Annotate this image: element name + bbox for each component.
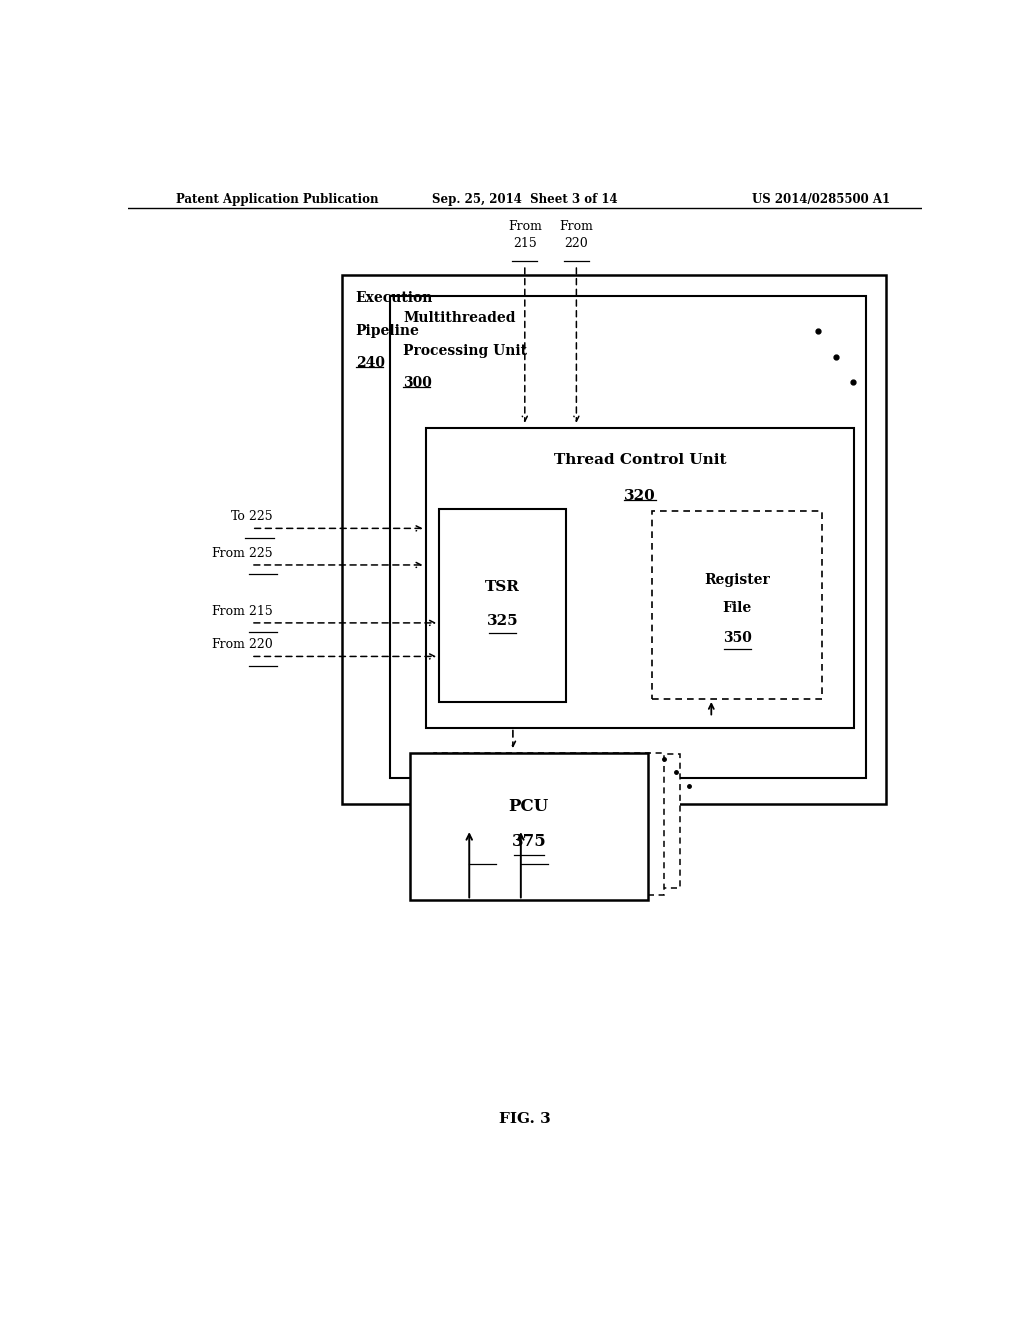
Text: Pipeline: Pipeline — [355, 325, 420, 338]
Bar — [652, 511, 822, 700]
Text: From: From — [212, 605, 246, 618]
Text: 225: 225 — [246, 511, 273, 523]
Text: Sep. 25, 2014  Sheet 3 of 14: Sep. 25, 2014 Sheet 3 of 14 — [432, 193, 617, 206]
Text: 225: 225 — [246, 546, 273, 560]
Text: 300: 300 — [403, 376, 432, 389]
Text: FIG. 3: FIG. 3 — [499, 1111, 551, 1126]
Text: From: From — [559, 219, 593, 232]
Text: To: To — [506, 841, 521, 854]
Text: From: From — [212, 546, 246, 560]
Text: Execution: Execution — [355, 290, 433, 305]
Bar — [439, 510, 566, 702]
Text: 260: 260 — [469, 841, 497, 854]
Text: File: File — [723, 601, 752, 615]
Text: 350: 350 — [723, 631, 752, 644]
Text: Thread Control Unit: Thread Control Unit — [554, 453, 726, 467]
Text: To: To — [455, 841, 469, 854]
Bar — [390, 296, 866, 779]
Text: TSR: TSR — [485, 581, 520, 594]
Bar — [342, 276, 886, 804]
Text: 215: 215 — [513, 236, 537, 249]
Text: Register: Register — [705, 573, 770, 586]
Text: 375: 375 — [511, 833, 546, 850]
Text: 220: 220 — [246, 639, 273, 651]
Text: 325: 325 — [486, 614, 518, 628]
Text: From: From — [508, 219, 542, 232]
Text: Multithreaded: Multithreaded — [403, 312, 516, 325]
Text: 220: 220 — [564, 236, 588, 249]
Text: US 2014/0285500 A1: US 2014/0285500 A1 — [752, 193, 890, 206]
Text: 270: 270 — [521, 841, 549, 854]
Bar — [458, 754, 680, 888]
Text: 320: 320 — [624, 488, 655, 503]
Text: To: To — [230, 511, 246, 523]
Text: PCU: PCU — [509, 797, 549, 814]
Text: From: From — [212, 639, 246, 651]
Bar — [426, 428, 854, 727]
Text: Processing Unit: Processing Unit — [403, 345, 527, 359]
Text: 240: 240 — [355, 355, 385, 370]
Bar — [433, 752, 664, 895]
Bar — [410, 752, 648, 900]
Text: Patent Application Publication: Patent Application Publication — [176, 193, 378, 206]
Text: 215: 215 — [246, 605, 273, 618]
